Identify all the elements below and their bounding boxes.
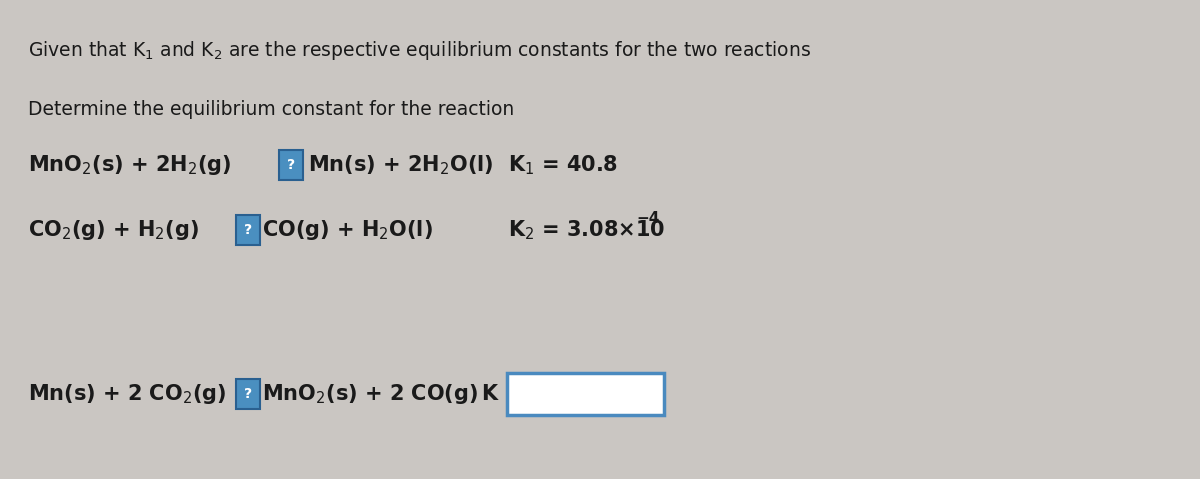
- Text: Mn(s) + 2 CO$_2$(g): Mn(s) + 2 CO$_2$(g): [28, 382, 227, 406]
- Text: Mn(s) + 2H$_2$O(l): Mn(s) + 2H$_2$O(l): [308, 153, 493, 177]
- FancyBboxPatch shape: [236, 215, 260, 245]
- FancyBboxPatch shape: [278, 150, 302, 180]
- Text: Determine the equilibrium constant for the reaction: Determine the equilibrium constant for t…: [28, 100, 515, 118]
- Text: Given that K$_1$ and K$_2$ are the respective equilibrium constants for the two : Given that K$_1$ and K$_2$ are the respe…: [28, 38, 811, 61]
- Text: ?: ?: [244, 223, 252, 237]
- Text: MnO$_2$(s) + 2 CO(g): MnO$_2$(s) + 2 CO(g): [262, 382, 478, 406]
- Text: MnO$_2$(s) + 2H$_2$(g): MnO$_2$(s) + 2H$_2$(g): [28, 153, 232, 177]
- Text: −4: −4: [636, 210, 659, 226]
- FancyBboxPatch shape: [236, 379, 260, 409]
- Text: K$_1$ = 40.8: K$_1$ = 40.8: [508, 153, 618, 177]
- Text: ?: ?: [244, 387, 252, 401]
- Text: ?: ?: [287, 158, 295, 172]
- FancyBboxPatch shape: [508, 373, 664, 415]
- Text: CO(g) + H$_2$O(l): CO(g) + H$_2$O(l): [262, 218, 433, 242]
- Text: K =: K =: [482, 384, 523, 404]
- Text: K$_2$ = 3.08×10: K$_2$ = 3.08×10: [508, 218, 665, 242]
- Text: CO$_2$(g) + H$_2$(g): CO$_2$(g) + H$_2$(g): [28, 218, 199, 242]
